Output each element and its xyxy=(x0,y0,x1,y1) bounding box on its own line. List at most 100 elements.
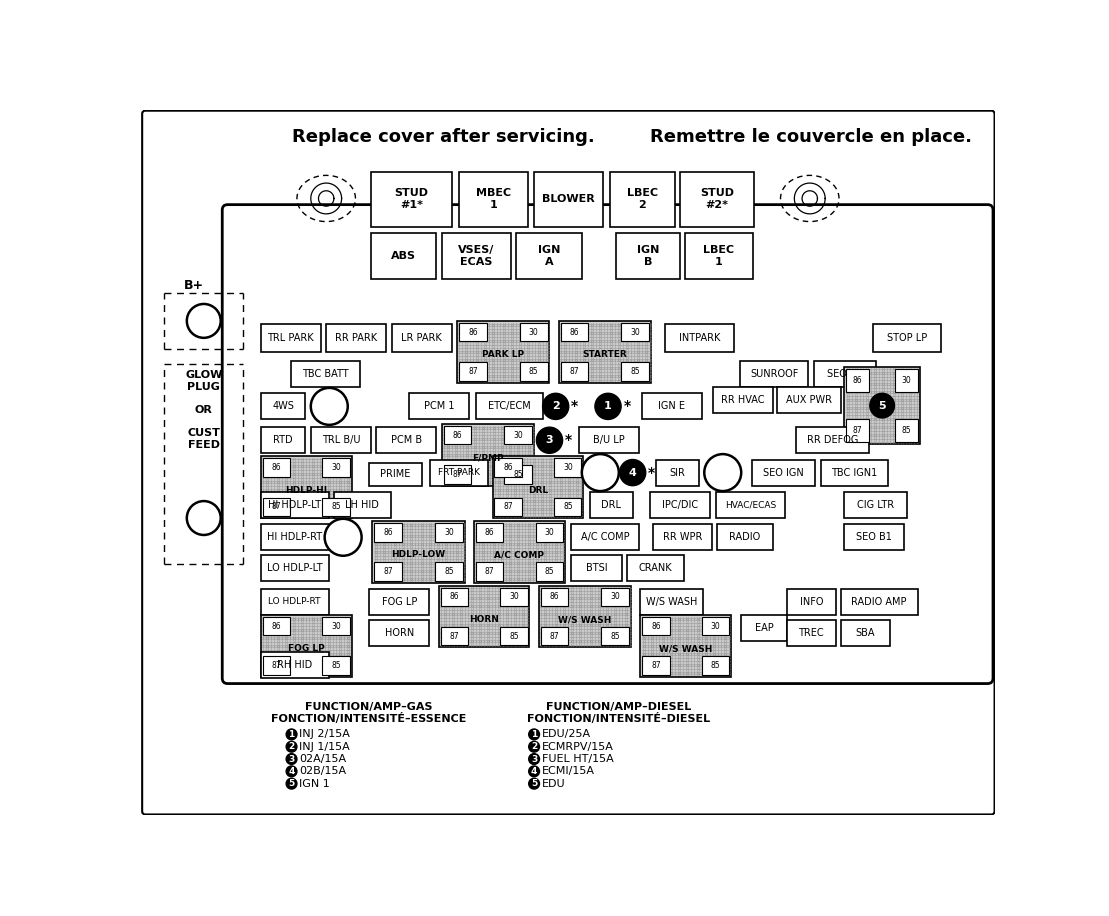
Bar xyxy=(554,458,581,477)
Text: 86: 86 xyxy=(272,622,281,631)
Bar xyxy=(640,615,731,677)
Text: W/S WASH: W/S WASH xyxy=(659,645,712,653)
Text: EAP: EAP xyxy=(755,623,774,633)
Text: LR PARK: LR PARK xyxy=(401,333,442,343)
Text: LH HID: LH HID xyxy=(345,500,379,510)
Bar xyxy=(650,492,710,518)
Text: LO HDLP-LT: LO HDLP-LT xyxy=(267,563,323,573)
Bar xyxy=(440,588,468,606)
Bar xyxy=(500,627,528,646)
Bar xyxy=(369,589,429,615)
Bar xyxy=(846,369,869,392)
Text: AUX PWR: AUX PWR xyxy=(786,395,832,405)
Bar xyxy=(642,617,670,636)
Bar xyxy=(261,492,328,518)
Text: ECMI/15A: ECMI/15A xyxy=(542,767,594,777)
Text: INJ 1/15A: INJ 1/15A xyxy=(299,742,350,752)
Bar xyxy=(261,589,328,615)
Bar xyxy=(323,458,349,477)
Bar xyxy=(263,497,289,516)
Text: 85: 85 xyxy=(529,366,539,376)
Text: 86: 86 xyxy=(384,528,393,537)
Text: 4: 4 xyxy=(288,767,295,776)
Text: 87: 87 xyxy=(449,632,459,640)
Bar xyxy=(559,321,651,383)
Text: ECMRPV/15A: ECMRPV/15A xyxy=(542,742,613,752)
Circle shape xyxy=(286,754,297,765)
Circle shape xyxy=(286,729,297,740)
Text: PARK LP: PARK LP xyxy=(482,350,525,359)
Text: 30: 30 xyxy=(332,622,340,631)
Bar xyxy=(601,627,629,646)
Bar xyxy=(457,321,549,383)
Bar xyxy=(642,656,670,675)
Bar xyxy=(476,562,503,581)
Bar xyxy=(291,361,360,387)
Text: TBC IGN1: TBC IGN1 xyxy=(832,467,877,477)
Circle shape xyxy=(529,766,539,777)
Bar xyxy=(261,393,305,420)
Text: DRL: DRL xyxy=(601,500,621,510)
Text: HORN: HORN xyxy=(385,627,414,638)
Text: RR WPR: RR WPR xyxy=(663,532,702,542)
Text: 3: 3 xyxy=(531,755,537,764)
Text: 30: 30 xyxy=(902,376,912,385)
Text: 85: 85 xyxy=(631,366,640,376)
Bar xyxy=(435,523,462,541)
Circle shape xyxy=(620,460,645,485)
Bar xyxy=(665,324,734,352)
Text: 85: 85 xyxy=(445,567,454,576)
Bar xyxy=(786,619,836,646)
Bar xyxy=(261,555,328,581)
Bar xyxy=(444,426,471,444)
Bar xyxy=(323,497,349,516)
FancyBboxPatch shape xyxy=(222,204,993,683)
Text: TBC BATT: TBC BATT xyxy=(302,369,348,379)
Bar xyxy=(505,426,532,444)
Bar xyxy=(459,362,487,380)
Bar xyxy=(561,322,589,342)
Bar xyxy=(495,497,521,516)
Bar xyxy=(261,324,321,352)
Bar xyxy=(376,427,436,453)
Text: 30: 30 xyxy=(545,528,554,537)
Text: 4: 4 xyxy=(531,767,537,776)
Text: 30: 30 xyxy=(509,593,519,602)
Bar xyxy=(640,589,703,615)
Bar xyxy=(261,427,305,453)
Bar xyxy=(323,656,349,675)
Bar xyxy=(844,367,919,444)
Text: A/C COMP: A/C COMP xyxy=(495,551,545,560)
Bar xyxy=(539,585,631,648)
Bar xyxy=(369,463,421,485)
Bar xyxy=(610,171,675,227)
Bar xyxy=(844,524,904,551)
Bar xyxy=(535,171,603,227)
Bar xyxy=(505,465,532,484)
Text: *: * xyxy=(571,399,578,413)
Text: RADIO: RADIO xyxy=(730,532,761,542)
Bar xyxy=(741,615,787,641)
Text: 30: 30 xyxy=(631,328,640,336)
Text: DRL: DRL xyxy=(528,485,548,495)
Text: 86: 86 xyxy=(550,593,559,602)
Text: CIG LTR: CIG LTR xyxy=(856,500,894,510)
Text: 85: 85 xyxy=(563,502,572,511)
Text: *: * xyxy=(623,399,631,413)
Text: STARTER: STARTER xyxy=(582,350,628,359)
Text: 86: 86 xyxy=(452,431,462,440)
Text: VSES/
ECAS: VSES/ ECAS xyxy=(458,245,495,267)
Bar xyxy=(495,458,521,477)
Text: 86: 86 xyxy=(468,328,478,336)
Bar xyxy=(370,171,451,227)
Text: 4WS: 4WS xyxy=(272,401,294,411)
Text: 87: 87 xyxy=(503,502,512,511)
Text: A/C COMP: A/C COMP xyxy=(581,532,629,542)
Text: FONCTION/INTENSITÉ–DIESEL: FONCTION/INTENSITÉ–DIESEL xyxy=(527,714,711,725)
Text: IGN
A: IGN A xyxy=(538,245,560,267)
Text: B/U LP: B/U LP xyxy=(593,435,624,445)
Circle shape xyxy=(286,741,297,752)
Text: 87: 87 xyxy=(651,661,661,670)
Bar xyxy=(369,619,429,646)
Text: 85: 85 xyxy=(611,632,620,640)
